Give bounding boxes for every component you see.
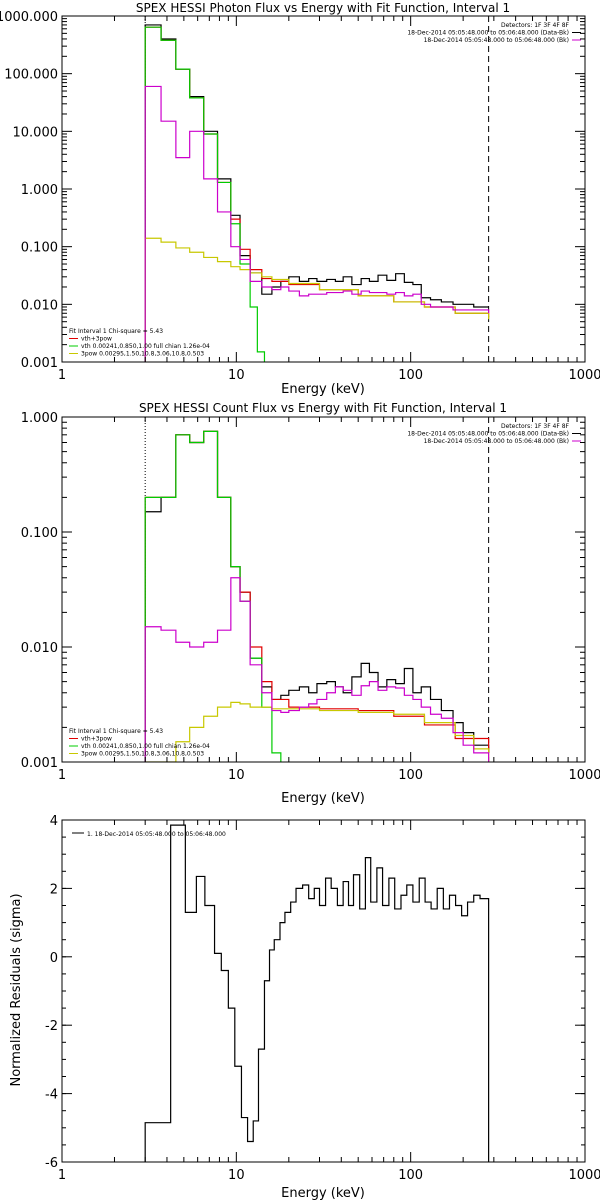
y-tick-label: 0.010 bbox=[21, 641, 58, 656]
residuals-y-axis-label: Normalized Residuals (sigma) bbox=[9, 893, 24, 1086]
y-tick-label: 1000.000 bbox=[0, 10, 58, 25]
photon-flux-x-axis-label: Energy (keV) bbox=[281, 382, 365, 397]
y-tick-label: 0.001 bbox=[21, 756, 58, 771]
photon-flux-panel: SPEX HESSI Photon Flux vs Energy with Fi… bbox=[0, 1, 600, 397]
series-line-2 bbox=[144, 26, 266, 362]
x-tick-label: 1 bbox=[58, 368, 66, 383]
legend-bottom-left-entry: vth+3pow bbox=[81, 336, 112, 343]
series-line-4 bbox=[144, 577, 490, 762]
y-tick-label: 1.000 bbox=[21, 183, 58, 198]
legend-top-right-entry: 18-Dec-2014 05:05:48.000 to 05:06:48.000… bbox=[407, 30, 569, 37]
count-flux-title: SPEX HESSI Count Flux vs Energy with Fit… bbox=[139, 401, 507, 415]
y-tick-label: 0.010 bbox=[21, 298, 58, 313]
y-tick-label: 100.000 bbox=[4, 68, 58, 83]
count-flux-panel: SPEX HESSI Count Flux vs Energy with Fit… bbox=[21, 401, 600, 806]
x-tick-label: 1000 bbox=[568, 368, 600, 383]
legend-top-right-entry: Detectors: 1F 3F 4F 8F bbox=[501, 22, 570, 29]
residuals-panel: Energy (keV) Normalized Residuals (sigma… bbox=[9, 814, 600, 1200]
legend-bottom-left-entry: Fit Interval 1 Chi-square = 5.43 bbox=[69, 328, 163, 335]
legend-bottom-left-entry: vth+3pow bbox=[81, 736, 112, 743]
x-tick-label: 1000 bbox=[568, 1168, 600, 1183]
x-tick-label: 10 bbox=[228, 768, 245, 783]
x-tick-label: 100 bbox=[398, 768, 423, 783]
y-tick-label: 0.001 bbox=[21, 356, 58, 371]
y-tick-label: 4 bbox=[50, 814, 58, 829]
legend-bottom-left-entry: vth 0.00241,0.850,1.00 full chian 1.26e-… bbox=[81, 743, 210, 750]
plot-frame bbox=[61, 416, 586, 763]
x-tick-label: 1 bbox=[58, 1168, 66, 1183]
x-tick-label: 100 bbox=[398, 1168, 423, 1183]
legend-top-right-entry: 18-Dec-2014 05:05:48.000 to 05:06:48.000… bbox=[407, 431, 569, 438]
y-tick-label: -6 bbox=[45, 1156, 58, 1171]
count-flux-x-axis-label: Energy (keV) bbox=[281, 791, 365, 806]
legend-top-right-entry: Detectors: 1F 3F 4F 8F bbox=[501, 423, 570, 430]
y-tick-label: -2 bbox=[45, 1019, 58, 1034]
y-tick-label: 0.100 bbox=[21, 241, 58, 256]
legend-top-left-entry: 1. 18-Dec-2014 05:05:48.000 to 05:06:48.… bbox=[87, 831, 226, 838]
x-tick-label: 10 bbox=[228, 368, 245, 383]
x-tick-label: 1000 bbox=[568, 768, 600, 783]
y-tick-label: 1.000 bbox=[21, 411, 58, 426]
series-line-0 bbox=[144, 824, 490, 1162]
legend-top-right-entry: 18-Dec-2014 05:05:48.000 to 05:06:48.000… bbox=[424, 438, 569, 445]
series-group bbox=[144, 24, 490, 362]
x-tick-label: 100 bbox=[398, 368, 423, 383]
y-tick-label: -4 bbox=[45, 1088, 58, 1103]
legend-bottom-left-entry: 3pow 0.00295,1.50,10.8,3.06,10.8,0.503 bbox=[81, 351, 204, 358]
photon-flux-title: SPEX HESSI Photon Flux vs Energy with Fi… bbox=[136, 1, 510, 15]
legend-bottom-left-entry: 3pow 0.00295,1.50,10.8,3.06,10.8,0.503 bbox=[81, 751, 204, 758]
series-line-3 bbox=[144, 237, 490, 362]
y-tick-label: 0 bbox=[50, 951, 58, 966]
y-tick-label: 2 bbox=[50, 882, 58, 897]
x-tick-label: 10 bbox=[228, 1168, 245, 1183]
series-line-4 bbox=[144, 85, 490, 362]
x-tick-label: 1 bbox=[58, 768, 66, 783]
residuals-x-axis-label: Energy (keV) bbox=[281, 1186, 365, 1200]
legend-bottom-left-entry: vth 0.00241,0.850,1.00 full chian 1.26e-… bbox=[81, 343, 210, 350]
y-tick-label: 10.000 bbox=[13, 125, 59, 140]
series-group bbox=[144, 430, 490, 762]
legend-bottom-left-entry: Fit Interval 1 Chi-square = 5.43 bbox=[69, 728, 163, 735]
y-tick-label: 0.100 bbox=[21, 526, 58, 541]
series-group bbox=[144, 824, 490, 1162]
legend-top-right-entry: 18-Dec-2014 05:05:48.000 to 05:06:48.000… bbox=[424, 37, 569, 44]
